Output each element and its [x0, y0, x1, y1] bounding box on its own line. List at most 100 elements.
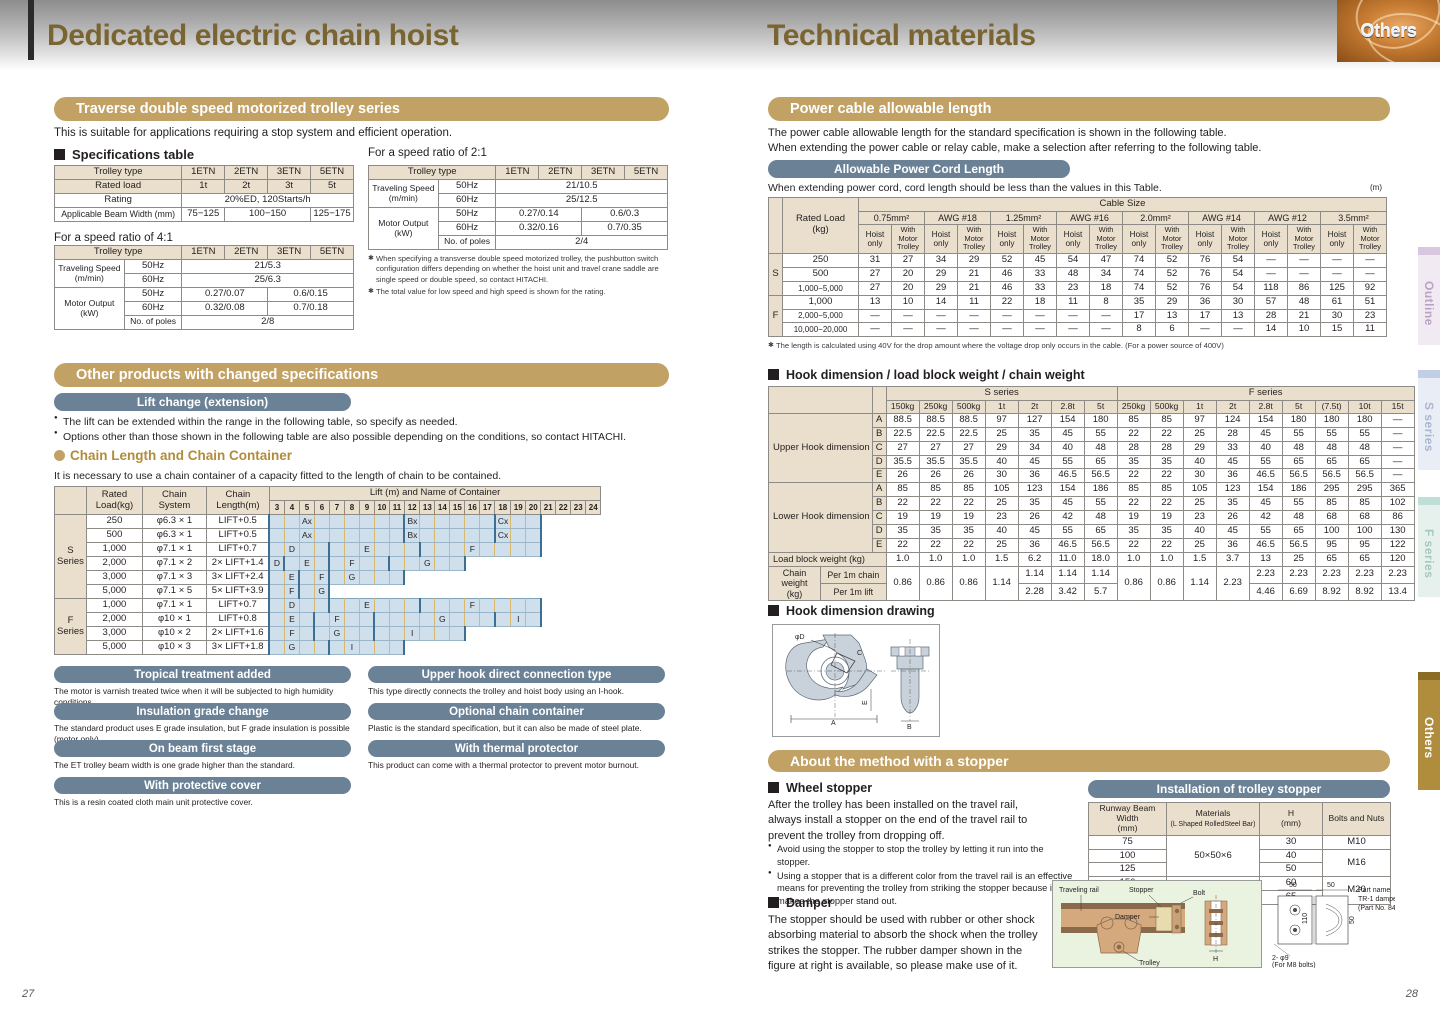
- sub-header-hoist-only: Hoist only: [1320, 224, 1354, 254]
- spec-footnote-2: The total value for low speed and high s…: [368, 287, 673, 297]
- lift-cell-empty: [570, 514, 586, 529]
- cell-cord-length: 92: [1353, 280, 1387, 296]
- cell-cord-length: 18: [1023, 294, 1057, 310]
- cell-dimension: 22: [918, 538, 953, 554]
- cell-cord-length: 54: [1221, 252, 1255, 268]
- cell-chain-weight: 1.14: [1083, 565, 1118, 584]
- col-chain-length: Chain Length(m): [205, 486, 270, 515]
- lift-col-header: 3: [268, 500, 285, 515]
- cell-dimension: 28: [1149, 440, 1184, 456]
- dim-letter: B: [871, 426, 887, 442]
- cell-dimension: —: [1380, 454, 1415, 470]
- capacity-col-header: 150kg: [885, 399, 920, 414]
- capacity-col-header: 10t: [1347, 399, 1382, 414]
- lift-bullet-2: Options other than those shown in the fo…: [54, 429, 674, 445]
- dim-letter: C: [871, 510, 887, 526]
- cable-size-header: 3.5mm²: [1320, 210, 1387, 226]
- cable-size-header: AWG #16: [1056, 210, 1123, 226]
- lift-cell: [328, 514, 345, 529]
- cell-dimension: 85: [1347, 496, 1382, 512]
- wheel-bullet-2: Using a stopper that is a different colo…: [768, 869, 1076, 908]
- lift-cell-empty: [570, 598, 586, 613]
- cell-dimension: 46.5: [1248, 468, 1283, 484]
- capacity-col-header: 1t: [984, 399, 1019, 414]
- lift-cell: [313, 528, 330, 543]
- table-row: 1,000−5,000 27 20 29 21 46 33 23 18 74 52 76 54 118 86…: [769, 280, 1387, 296]
- lift-cell: [525, 612, 542, 627]
- lift-cell: [434, 542, 451, 557]
- hook-drawing-heading: Hook dimension drawing: [768, 604, 935, 618]
- cell-dimension: 26: [918, 468, 953, 484]
- table-row: Rated Load(kg) Chain System Chain Length(m…: [54, 486, 602, 515]
- table-row: Rated Load (kg) Cable Size: [768, 197, 1387, 254]
- cell-dimension: 45: [1017, 524, 1052, 540]
- series-label-s: S: [768, 252, 783, 296]
- sidebar-item-outline[interactable]: Outline: [1418, 255, 1440, 345]
- section-tab-others[interactable]: Others: [1337, 0, 1440, 62]
- cell-rated-load: 5,000: [85, 640, 143, 655]
- power-intro-line1: The power cable allowable length for the…: [768, 127, 1227, 139]
- cell-lift-weight: 13.4: [1380, 582, 1415, 601]
- page-title-right: Technical materials: [767, 19, 1036, 52]
- cell-dimension: 35: [1149, 454, 1184, 470]
- sidebar-item-s-series[interactable]: S series: [1418, 378, 1440, 470]
- lift-cell: [343, 514, 360, 529]
- cable-size-header: 2.0mm²: [1122, 210, 1189, 226]
- cell-bolts: M20: [1322, 876, 1391, 906]
- cell-cord-length: 20: [891, 266, 925, 282]
- cell-load-block-weight: 1.0: [951, 552, 986, 567]
- col-h: H (mm): [1259, 802, 1323, 836]
- lift-cell: [328, 528, 345, 543]
- cell-dimension: 22: [1149, 496, 1184, 512]
- cell-dimension: 68: [1347, 510, 1382, 526]
- cell-dimension: 56.5: [1083, 538, 1118, 554]
- cell-load-block-weight: 13: [1248, 552, 1283, 567]
- lift-col-header: 5: [298, 500, 315, 515]
- lift-col-header: 10: [373, 500, 390, 515]
- lift-cell: [298, 570, 315, 585]
- label-damper: Damper: [1115, 914, 1141, 921]
- lift-cell: [328, 556, 345, 571]
- lift-cell: F: [464, 542, 481, 557]
- cell-dimension: 124: [1215, 412, 1250, 428]
- cell-dimension: 180: [1314, 412, 1349, 428]
- table-row: C 27 27 27 29 34 40 48 28 28 29 33 40 48 48 48—: [769, 440, 1415, 456]
- lift-cell: [434, 626, 451, 641]
- cell-cord-length: 28: [1254, 308, 1288, 324]
- damper-line4: figure at right is available, so please …: [768, 960, 1018, 973]
- lift-cell: [313, 556, 331, 571]
- cell-cord-length: 23: [1056, 280, 1090, 296]
- table-row: F Series 1,000 φ7.1 × 1 LIFT+0.7 D E F: [54, 598, 601, 655]
- lift-cell: [449, 612, 466, 627]
- cell-chain-system: φ6.3 × 1: [141, 528, 207, 543]
- lift-cell-empty: [585, 542, 601, 557]
- cell-cord-length: —: [1023, 308, 1057, 324]
- cell-chain-weight: 0.86: [918, 565, 953, 601]
- cell-dimension: 85: [885, 482, 920, 498]
- lift-cell: [343, 612, 360, 627]
- capacity-col-header: 2t: [1215, 399, 1250, 414]
- cell-material: 50×50×6: [1166, 834, 1260, 878]
- sidebar-item-others[interactable]: Others: [1418, 680, 1440, 790]
- lift-cell-empty: [404, 640, 420, 655]
- table-row: 150kg 250kg 500kg 1t 2t 2.8t 5t 250kg 500kg 1t 2t 2…: [769, 399, 1415, 414]
- lift-cell: [525, 528, 542, 543]
- cell-rated-load: 250: [782, 252, 859, 268]
- cell-dimension: 22: [951, 538, 986, 554]
- cell-chain-weight: 2.23: [1281, 565, 1316, 584]
- cell-cord-length: 36: [1188, 294, 1222, 310]
- label-stopper: Stopper: [1129, 887, 1154, 894]
- lift-cell: [388, 514, 406, 529]
- lift-cell-empty: [540, 598, 556, 613]
- cell-dimension: 26: [951, 468, 986, 484]
- cell-dimension: 26: [885, 468, 920, 484]
- cell-cord-length: 54: [1221, 266, 1255, 282]
- lift-cell: Cx: [493, 514, 512, 529]
- table-row: Motor Output (kW) 50Hz 0.27/0.14 0.6/0.3: [368, 206, 668, 250]
- lift-cell: [268, 584, 285, 599]
- sidebar-item-f-series[interactable]: F series: [1418, 505, 1440, 597]
- lift-cell: F: [328, 612, 345, 627]
- lift-cell: [510, 598, 527, 613]
- lift-cell: Bx: [403, 514, 421, 529]
- feature-body-text: This is a resin coated cloth main unit p…: [54, 797, 253, 807]
